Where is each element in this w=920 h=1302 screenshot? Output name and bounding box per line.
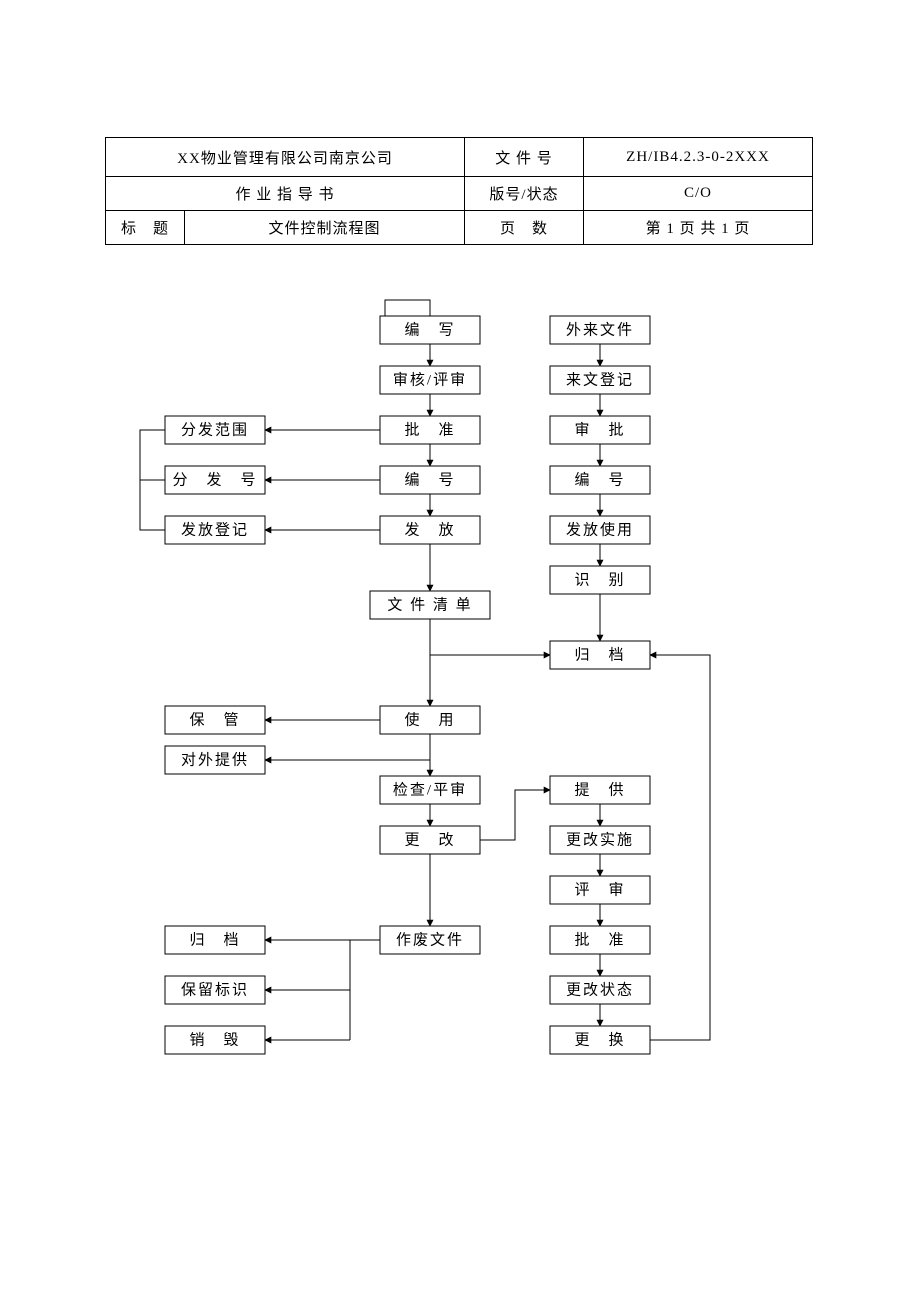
svg-text:外来文件: 外来文件 — [566, 321, 634, 338]
svg-text:编 号: 编 号 — [404, 471, 455, 488]
flowchart: 编 写 外来文件审核/评审 来文登记批 准 审 批 分发范围编 号 编 号 分 发 号发 放… — [0, 0, 920, 1302]
node-n_ggss: 更改实施 — [550, 826, 650, 854]
node-n_blbs: 保留标识 — [165, 976, 265, 1004]
svg-text:归 档: 归 档 — [189, 931, 240, 948]
svg-text:来文登记: 来文登记 — [566, 371, 634, 388]
node-n_shb: 识 别 — [550, 566, 650, 594]
svg-text:批 准: 批 准 — [404, 421, 455, 438]
svg-text:批 准: 批 准 — [574, 931, 625, 948]
node-n_jc: 检查/平审 — [380, 776, 480, 804]
node-n_gg: 更 改 — [380, 826, 480, 854]
svg-text:检查/平审: 检查/平审 — [393, 781, 467, 798]
node-n_dwtg: 对外提供 — [165, 746, 265, 774]
node-n_gh: 更 换 — [550, 1026, 650, 1054]
svg-text:更 改: 更 改 — [404, 831, 455, 848]
node-n_bh1: 编 号 — [380, 466, 480, 494]
edge — [385, 300, 430, 316]
node-n_ffsy: 发放使用 — [550, 516, 650, 544]
svg-text:对外提供: 对外提供 — [181, 751, 249, 768]
svg-text:编 号: 编 号 — [574, 471, 625, 488]
svg-text:审 批: 审 批 — [574, 421, 625, 438]
node-n_gd2: 归 档 — [165, 926, 265, 954]
node-n_ff: 发 放 — [380, 516, 480, 544]
node-n_ps: 评 审 — [550, 876, 650, 904]
node-n_sh: 审核/评审 — [380, 366, 480, 394]
svg-text:使 用: 使 用 — [404, 711, 455, 728]
node-n_xh: 销 毁 — [165, 1026, 265, 1054]
svg-text:发 放: 发 放 — [404, 521, 455, 538]
svg-text:保留标识: 保留标识 — [181, 981, 249, 998]
node-n_wl: 外来文件 — [550, 316, 650, 344]
svg-text:更改实施: 更改实施 — [566, 831, 634, 848]
svg-text:分 发 号: 分 发 号 — [172, 471, 257, 488]
svg-text:审核/评审: 审核/评审 — [393, 371, 467, 388]
node-n_ffdj: 发放登记 — [165, 516, 265, 544]
svg-text:评 审: 评 审 — [574, 881, 625, 898]
svg-text:文 件 清 单: 文 件 清 单 — [387, 596, 472, 613]
svg-text:销 毁: 销 毁 — [189, 1031, 240, 1048]
edge — [380, 734, 430, 760]
svg-text:分发范围: 分发范围 — [181, 421, 249, 438]
svg-text:发放使用: 发放使用 — [566, 521, 634, 538]
node-n_pz: 批 准 — [380, 416, 480, 444]
node-n_sy: 使 用 — [380, 706, 480, 734]
svg-text:归 档: 归 档 — [574, 646, 625, 663]
node-n_lw: 来文登记 — [550, 366, 650, 394]
svg-text:保 管: 保 管 — [189, 711, 240, 728]
edge — [480, 790, 550, 840]
svg-text:提 供: 提 供 — [574, 781, 625, 798]
node-n_tg: 提 供 — [550, 776, 650, 804]
node-n_bh2: 编 号 — [550, 466, 650, 494]
node-n_gd1: 归 档 — [550, 641, 650, 669]
svg-text:更改状态: 更改状态 — [566, 981, 634, 998]
svg-text:发放登记: 发放登记 — [181, 521, 249, 538]
node-n_bg: 保 管 — [165, 706, 265, 734]
svg-text:编 写: 编 写 — [404, 321, 455, 338]
page-root: XX物业管理有限公司南京公司文 件 号ZH/IB4.2.3-0-2XXX作 业 … — [0, 0, 920, 1302]
node-n_zf: 作废文件 — [380, 926, 480, 954]
svg-text:更 换: 更 换 — [574, 1031, 625, 1048]
node-n_pz2: 批 准 — [550, 926, 650, 954]
node-n_ffw: 分发范围 — [165, 416, 265, 444]
node-n_bx: 编 写 — [380, 316, 480, 344]
node-n_sp: 审 批 — [550, 416, 650, 444]
svg-text:作废文件: 作废文件 — [396, 931, 464, 948]
node-n_ggzt: 更改状态 — [550, 976, 650, 1004]
svg-text:识 别: 识 别 — [574, 571, 625, 588]
node-n_ffh: 分 发 号 — [165, 466, 265, 494]
node-n_wjqd: 文 件 清 单 — [370, 591, 490, 619]
edge — [650, 655, 710, 1040]
